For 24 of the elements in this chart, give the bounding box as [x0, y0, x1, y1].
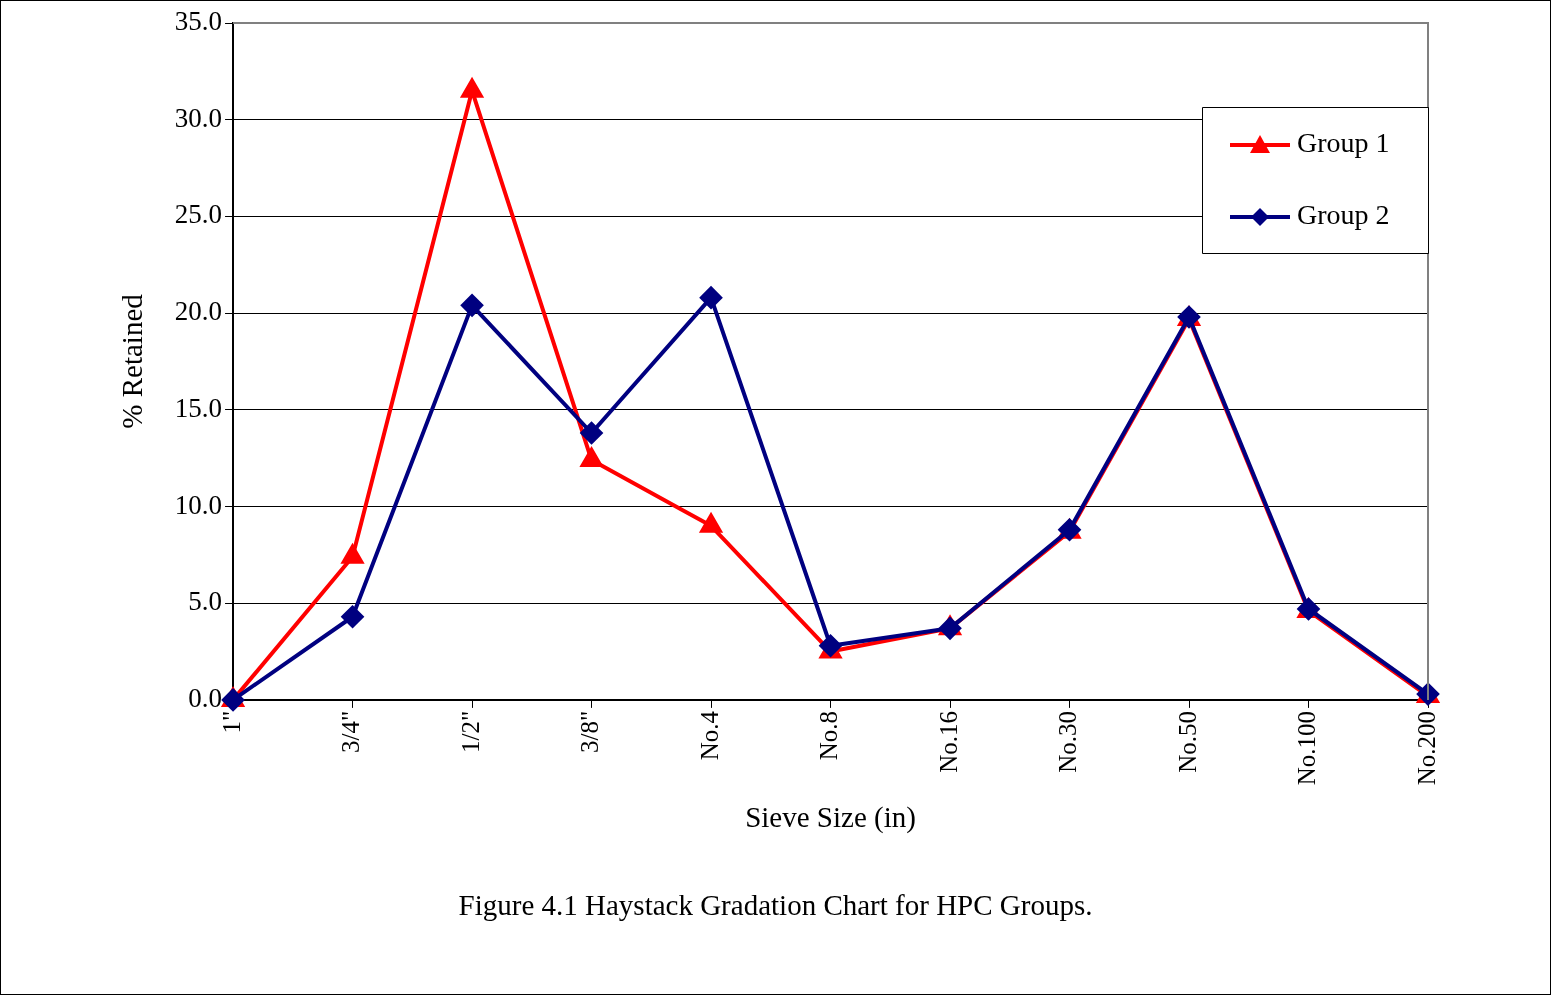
y-tick-label: 15.0	[174, 392, 223, 423]
x-tick-label: No.8	[815, 710, 843, 761]
y-tick-label: 0.0	[188, 682, 223, 713]
x-tick-label: No.200	[1412, 710, 1440, 786]
x-tick-label: 3/4"	[337, 710, 365, 754]
y-tick-label: 35.0	[174, 6, 223, 37]
y-tick-label: 30.0	[174, 102, 223, 133]
legend-label: Group 1	[1297, 127, 1390, 159]
x-tick-label: No.100	[1293, 710, 1321, 786]
legend-label: Group 2	[1297, 199, 1390, 231]
x-tick-label: No.30	[1054, 710, 1082, 773]
x-tick-label: No.50	[1173, 710, 1201, 773]
y-tick-label: 20.0	[174, 296, 223, 327]
x-tick-label: 1"	[217, 710, 245, 734]
y-tick-label: 10.0	[174, 489, 223, 520]
x-tick-label: No.16	[934, 710, 962, 773]
x-tick-label: No.4	[695, 710, 723, 761]
x-axis-title: Sieve Size (in)	[745, 801, 916, 835]
y-axis-title: % Retained	[116, 293, 149, 429]
y-tick-label: 25.0	[174, 199, 223, 230]
caption: Figure 4.1 Haystack Gradation Chart for HPC Groups.	[457, 889, 1094, 922]
x-tick-label: 3/8"	[576, 710, 604, 754]
y-tick-label: 5.0	[188, 586, 223, 617]
x-tick-label: 1/2"	[456, 710, 484, 754]
